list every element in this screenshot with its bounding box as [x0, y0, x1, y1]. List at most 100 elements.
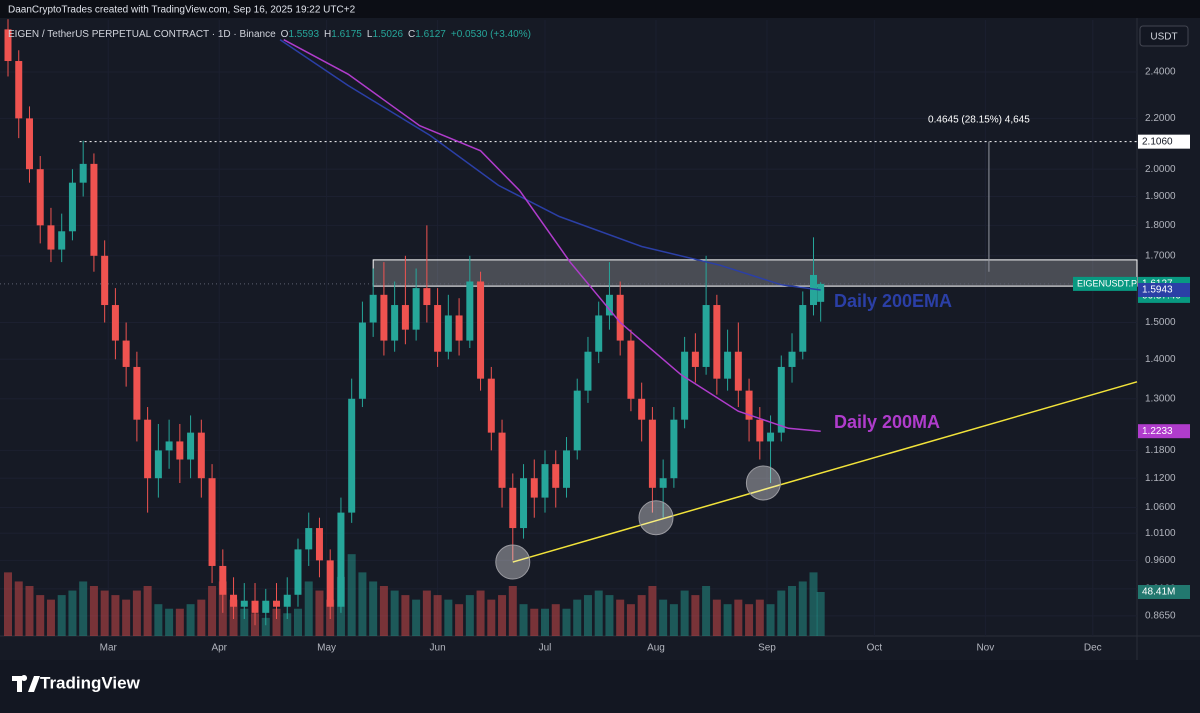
currency-button[interactable] [1139, 25, 1189, 47]
x-tick-label: Nov [976, 643, 994, 654]
volume-bar [272, 608, 281, 636]
volume-bar [659, 599, 668, 636]
volume-bar [304, 581, 313, 636]
legend-item: 1.5593 [288, 29, 319, 40]
candle-body [552, 464, 560, 488]
moving-average [283, 39, 821, 432]
candle-body [423, 288, 431, 306]
volume-bar [154, 604, 163, 636]
candle-body [648, 419, 656, 488]
volume-bar [79, 581, 88, 636]
candle-body [734, 351, 742, 391]
candle-body [434, 305, 442, 352]
candle-body [294, 549, 302, 595]
candle-body [520, 478, 528, 529]
candle-body [68, 182, 76, 232]
candle-body [681, 351, 689, 420]
y-tick-label: 1.1800 [1145, 445, 1176, 456]
candle-body [380, 294, 388, 341]
candle-body [47, 225, 55, 250]
candle-body [326, 560, 334, 607]
volume-bar [89, 586, 98, 636]
candle-body [455, 315, 463, 341]
candle-body [659, 478, 667, 488]
volume-bar [143, 586, 152, 636]
volume-bar [476, 590, 485, 636]
candle-body [358, 322, 366, 399]
volume-bar [433, 595, 442, 636]
candle-body [810, 274, 818, 306]
volume-bar [637, 595, 646, 636]
volume-bar [605, 595, 614, 636]
x-tick-label: Apr [211, 643, 227, 654]
y-tick-label: 2.4000 [1145, 67, 1176, 78]
volume-bar [788, 586, 797, 636]
candle-body [670, 419, 678, 479]
legend-item: 1.5026 [372, 29, 403, 40]
candle-body [616, 294, 624, 341]
candle-body [283, 594, 291, 607]
candle-body [745, 390, 753, 420]
candle-body [197, 432, 205, 479]
volume-bar [57, 595, 66, 636]
volume-label: 48.41M [1142, 587, 1175, 598]
candle-body [144, 419, 152, 479]
candle-body [541, 464, 549, 498]
y-tick-label: 1.8000 [1145, 220, 1176, 231]
y-tick-label: 0.8650 [1145, 611, 1176, 622]
candle-body [724, 351, 732, 379]
volume-bar [401, 595, 410, 636]
volume-bar [293, 608, 302, 636]
candle-body [498, 432, 506, 488]
candle-body [777, 366, 785, 433]
candle-body [58, 231, 66, 250]
volume-bar [46, 599, 55, 636]
level-label: 2.1060 [1142, 136, 1173, 147]
volume-bar [519, 604, 528, 636]
candle-body [315, 528, 323, 561]
volume-bar [745, 604, 754, 636]
volume-bar [455, 604, 464, 636]
legend: EIGEN / TetherUS PERPETUAL CONTRACT · 1D… [8, 29, 531, 40]
y-tick-label: 1.1200 [1145, 473, 1176, 484]
candle-body [240, 600, 248, 607]
volume-bar [530, 608, 539, 636]
candle-body [584, 351, 592, 391]
volume-bar [412, 599, 421, 636]
volume-bar [562, 608, 571, 636]
currency[interactable]: USDT [1150, 32, 1177, 43]
ma-price: 1.5943 [1142, 285, 1173, 296]
ma-price-box [1138, 283, 1190, 298]
y-tick-label: 1.3000 [1145, 393, 1176, 404]
footer-bar [0, 660, 1200, 708]
volume-bar [669, 604, 678, 636]
x-tick-label: May [317, 643, 336, 654]
y-tick-label: 1.5000 [1145, 317, 1176, 328]
volume-bar [573, 599, 582, 636]
volume-bar [14, 581, 23, 636]
volume-bar [626, 604, 635, 636]
candle-body [638, 398, 646, 420]
y-tick-label: 0.9600 [1145, 555, 1176, 566]
volume-badge-box [1138, 584, 1190, 599]
resistance-zone [372, 259, 1138, 287]
candle-body [230, 594, 238, 607]
volume-bar [315, 590, 324, 636]
x-tick-label: Jun [430, 643, 446, 654]
candle-body [219, 565, 227, 595]
volume-bar [583, 595, 592, 636]
volume-bar [4, 572, 13, 636]
candle-body [605, 294, 613, 316]
legend-item: 1.6175 [331, 29, 362, 40]
volume-bar [379, 586, 388, 636]
level-label-box [1138, 134, 1190, 149]
candle-body [788, 351, 796, 367]
candle-body [273, 600, 281, 607]
line-annotation: Daily 200EMA [834, 291, 952, 311]
legend-item: H [324, 29, 331, 40]
candle-body [187, 432, 195, 460]
candle-body [562, 450, 570, 488]
candle-body [391, 305, 399, 341]
